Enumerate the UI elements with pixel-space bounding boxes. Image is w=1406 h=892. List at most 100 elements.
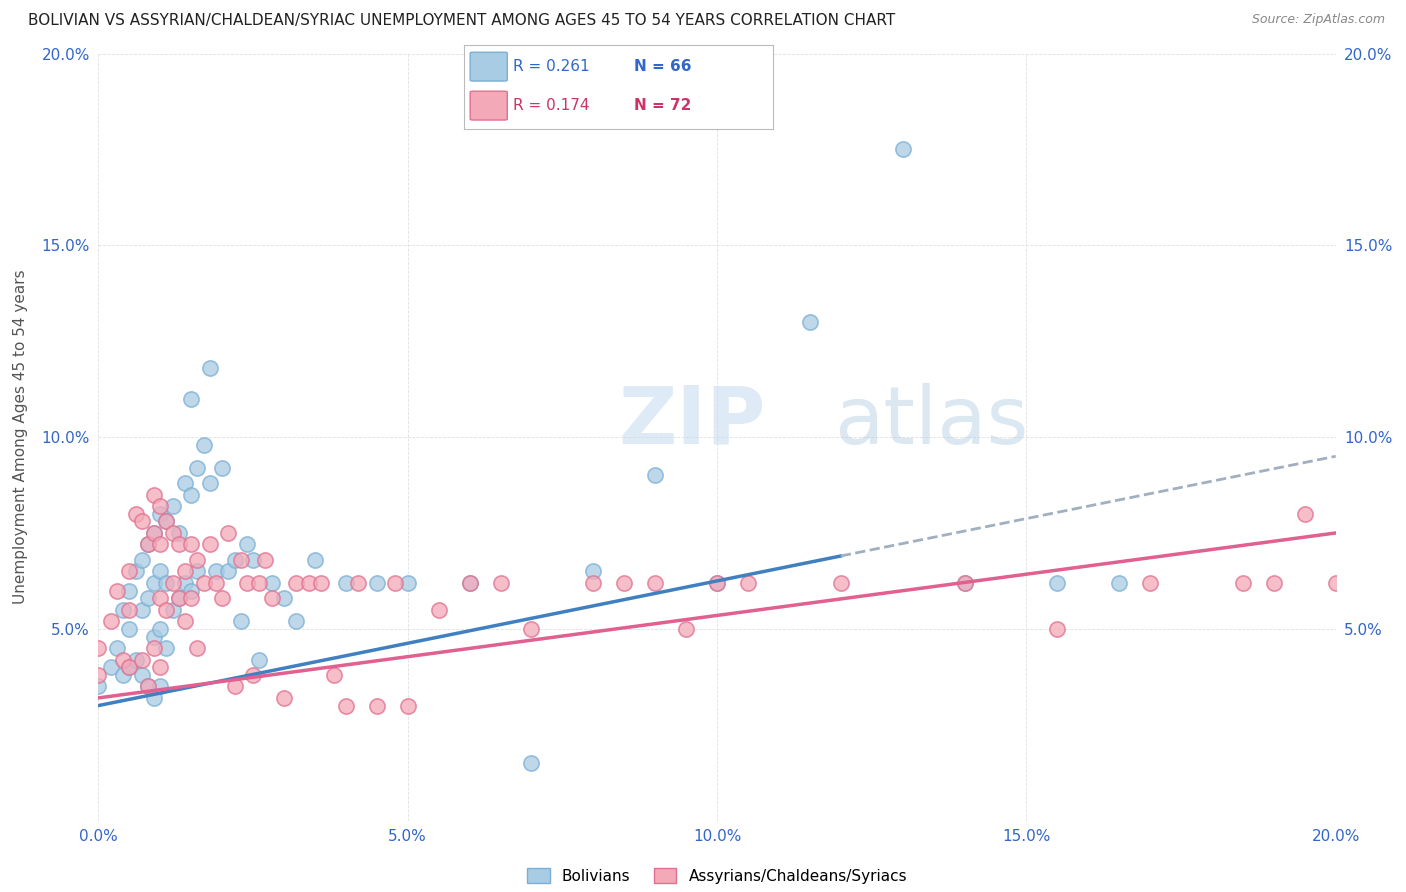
Point [520,756,543,771]
Text: N = 66: N = 66 [634,59,692,74]
Point [273,591,295,606]
Point [143,526,166,541]
Text: N = 72: N = 72 [634,98,692,113]
FancyBboxPatch shape [470,53,508,81]
Point [260,575,283,590]
Point [706,575,728,590]
Point [427,603,450,617]
Point [105,641,128,656]
Text: ZIP: ZIP [619,383,765,461]
Point [174,575,197,590]
Point [1139,575,1161,590]
Point [149,537,172,551]
Point [186,460,208,475]
Point [118,603,141,617]
Point [193,438,215,452]
Point [285,614,308,628]
Point [229,614,252,628]
Point [236,575,259,590]
Point [582,565,605,579]
Point [217,565,239,579]
Point [285,575,308,590]
Point [136,680,159,694]
Point [149,591,172,606]
Point [155,641,177,656]
Point [162,575,184,590]
Point [149,680,172,694]
Point [155,575,177,590]
Point [217,526,239,541]
Point [236,537,259,551]
Point [1046,575,1069,590]
Point [167,591,190,606]
Point [298,575,321,590]
Point [136,537,159,551]
Point [149,499,172,513]
Point [149,660,172,674]
Point [396,698,419,713]
Point [131,652,153,666]
Point [335,575,357,590]
Point [254,553,277,567]
Point [242,553,264,567]
Point [1232,575,1254,590]
Point [87,641,110,656]
Point [118,583,141,598]
Point [155,515,177,529]
Point [118,660,141,674]
Point [167,526,190,541]
Point [162,526,184,541]
Point [155,515,177,529]
Point [242,668,264,682]
Point [211,591,233,606]
Point [124,565,146,579]
Point [304,553,326,567]
Point [131,603,153,617]
Point [224,680,246,694]
Point [322,668,344,682]
Point [118,660,141,674]
Point [458,575,481,590]
Point [458,575,481,590]
Point [489,575,512,590]
Text: R = 0.261: R = 0.261 [513,59,591,74]
Point [205,575,228,590]
Point [644,468,666,483]
Point [180,537,202,551]
Point [186,553,208,567]
Point [87,680,110,694]
Point [149,565,172,579]
Point [1046,622,1069,636]
Point [136,680,159,694]
Point [124,507,146,521]
Point [143,526,166,541]
Point [396,575,419,590]
Point [799,315,821,329]
Point [186,565,208,579]
Point [105,583,128,598]
Point [136,537,159,551]
Point [174,476,197,491]
Point [143,641,166,656]
Point [891,143,914,157]
Point [131,553,153,567]
Point [112,652,135,666]
Point [273,690,295,705]
Point [149,622,172,636]
Point [309,575,332,590]
FancyBboxPatch shape [470,91,508,120]
Point [143,630,166,644]
Point [953,575,976,590]
Point [112,603,135,617]
Point [520,622,543,636]
Point [830,575,852,590]
Point [180,591,202,606]
Point [384,575,406,590]
Point [87,668,110,682]
Point [143,488,166,502]
Point [675,622,697,636]
Text: Source: ZipAtlas.com: Source: ZipAtlas.com [1251,13,1385,27]
Point [1108,575,1130,590]
Point [247,652,270,666]
Point [174,614,197,628]
